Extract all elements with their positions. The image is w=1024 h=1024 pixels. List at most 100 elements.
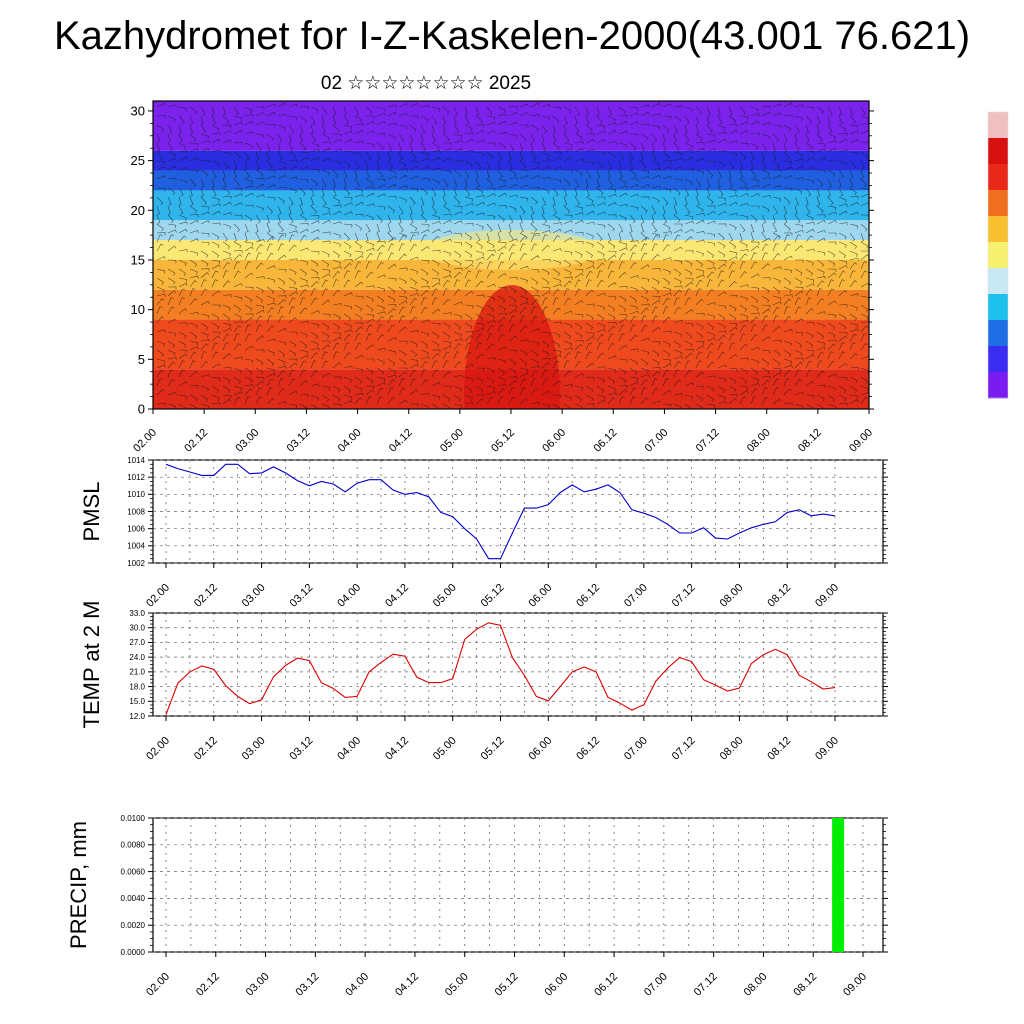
pmsl-x-tick-label: 08.12 (765, 582, 793, 610)
precip-x-tick-label: 04.12 (393, 971, 421, 999)
precip-x-tick-label: 08.00 (742, 971, 770, 999)
cross-section-x-tick-label: 04.12 (387, 427, 415, 455)
colorbar-segment (988, 294, 1008, 321)
colorbar-segment (988, 242, 1008, 269)
precip-x-tick-label: 06.00 (542, 971, 570, 999)
temperature-layer (153, 101, 869, 151)
precip-x-tick-label: 02.12 (194, 971, 222, 999)
colorbar-segment (988, 268, 1008, 295)
precip-x-tick-label: 05.00 (443, 971, 471, 999)
precip-x-tick-label: 07.12 (692, 971, 720, 999)
pmsl-y-axis-label: PMSL (79, 482, 104, 542)
pmsl-y-tick-label: 1006 (127, 524, 145, 533)
temp-y-tick-label: 24.0 (129, 653, 145, 662)
pmsl-y-tick-label: 1012 (127, 473, 145, 482)
temp-x-tick-label: 02.12 (192, 735, 220, 763)
temp-x-tick-label: 08.00 (718, 735, 746, 763)
cross-section-y-tick-label: 30 (131, 103, 145, 118)
temperature-layer (153, 190, 869, 221)
temperature-layer (153, 170, 869, 191)
precip-x-tick-label: 09.00 (841, 971, 869, 999)
precip-x-tick-label: 03.12 (294, 971, 322, 999)
colorbar-frame (987, 111, 1009, 399)
cross-section-x-tick-label: 03.12 (285, 427, 313, 455)
cross-section-field (153, 101, 869, 409)
temp-x-tick-label: 02.00 (144, 735, 172, 763)
temp-x-tick-label: 09.00 (813, 735, 841, 763)
cross-section-x-tick-label: 08.12 (796, 427, 824, 455)
pmsl-y-tick-label: 1010 (127, 490, 145, 499)
temp-x-tick-label: 03.00 (240, 735, 268, 763)
cross-section-y-tick-label: 10 (131, 302, 145, 317)
temp-x-tick-label: 04.12 (383, 735, 411, 763)
temp-y-axis-label: TEMP at 2 M (79, 601, 104, 729)
temp-x-tick-label: 06.12 (574, 735, 602, 763)
cross-section-y-tick-label: 20 (131, 203, 145, 218)
temp-y-tick-label: 33.0 (129, 609, 145, 618)
cross-section-x-tick-label: 05.00 (438, 427, 466, 455)
precip-y-tick-label: 0.0100 (121, 814, 146, 823)
pmsl-x-tick-label: 03.00 (240, 582, 268, 610)
colorbar-segment (988, 320, 1008, 347)
cross-section-x-tick-label: 06.12 (591, 427, 619, 455)
cross-section-x-tick-label: 09.00 (847, 427, 875, 455)
colorbar-segment (988, 112, 1008, 139)
temp-x-tick-label: 05.12 (479, 735, 507, 763)
temp-frame (152, 612, 884, 717)
cross-section-x-tick-label: 02.00 (131, 427, 159, 455)
pmsl-series-line (165, 463, 836, 560)
precip-y-axis-label: PRECIP, mm (66, 821, 91, 949)
cross-section-x-tick-label: 03.00 (233, 427, 261, 455)
cross-section-x-tick-label: 08.00 (745, 427, 773, 455)
pmsl-x-tick-label: 08.00 (718, 582, 746, 610)
pmsl-x-tick-label: 05.12 (479, 582, 507, 610)
pmsl-x-tick-label: 09.00 (813, 582, 841, 610)
cross-section-x-tick-label: 05.12 (489, 427, 517, 455)
pmsl-x-tick-label: 06.00 (526, 582, 554, 610)
precip-y-tick-label: 0.0000 (121, 948, 146, 957)
temp-x-tick-label: 08.12 (765, 735, 793, 763)
pmsl-y-tick-label: 1004 (127, 542, 145, 551)
precip-y-tick-label: 0.0080 (121, 841, 146, 850)
pmsl-y-tick-label: 1002 (127, 559, 145, 568)
precip-y-tick-label: 0.0060 (121, 867, 146, 876)
precip-frame (152, 817, 884, 953)
pmsl-x-tick-label: 02.00 (144, 582, 172, 610)
temp-x-tick-label: 03.12 (288, 735, 316, 763)
temp-y-tick-label: 30.0 (129, 624, 145, 633)
temp-y-tick-label: 21.0 (129, 668, 145, 677)
cross-section-x-tick-label: 02.12 (182, 427, 210, 455)
pmsl-x-tick-label: 07.00 (622, 582, 650, 610)
temp-x-tick-label: 07.12 (670, 735, 698, 763)
cross-section-y-tick-label: 0 (138, 402, 145, 417)
colorbar-segment (988, 190, 1008, 217)
temp-y-tick-label: 12.0 (129, 712, 145, 721)
chart-subtitle: 02 ☆☆☆☆☆☆☆☆ 2025 (320, 73, 532, 94)
colorbar-segment (988, 138, 1008, 165)
cross-section-x-tick-label: 07.00 (643, 427, 671, 455)
pmsl-y-tick-label: 1014 (127, 456, 145, 465)
pmsl-y-tick-label: 1008 (127, 507, 145, 516)
temp-x-tick-label: 05.00 (431, 735, 459, 763)
cross-section-x-tick-label: 07.12 (694, 427, 722, 455)
temp-y-tick-label: 18.0 (129, 682, 145, 691)
precip-x-tick-label: 02.00 (144, 971, 172, 999)
pmsl-x-tick-label: 04.00 (335, 582, 363, 610)
temp-x-tick-label: 07.00 (622, 735, 650, 763)
colorbar-segment (988, 216, 1008, 243)
precip-y-tick-label: 0.0040 (121, 894, 146, 903)
temp-y-tick-label: 15.0 (129, 697, 145, 706)
temp-x-tick-label: 06.00 (526, 735, 554, 763)
precip-x-tick-label: 06.12 (592, 971, 620, 999)
pmsl-x-tick-label: 07.12 (670, 582, 698, 610)
precip-y-tick-label: 0.0020 (121, 921, 146, 930)
wind-barbs (156, 102, 869, 409)
colorbar-segment (988, 346, 1008, 373)
temperature-layer (153, 150, 869, 171)
cross-section-y-tick-label: 15 (131, 253, 145, 268)
pmsl-x-tick-label: 05.00 (431, 582, 459, 610)
pmsl-x-tick-label: 02.12 (192, 582, 220, 610)
precip-x-tick-label: 05.12 (493, 971, 521, 999)
